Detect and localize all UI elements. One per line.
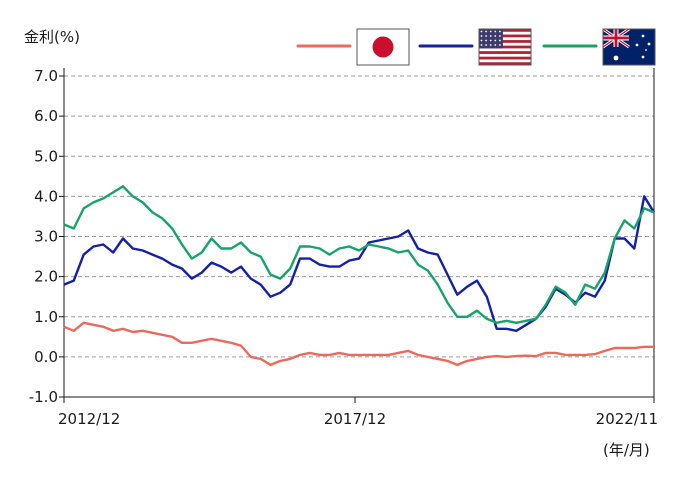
x-ticks: 2012/12 2017/12 2022/11 [58,397,658,428]
us-line [63,195,656,332]
flag-star [494,35,497,37]
flag-star [647,42,651,46]
y-tick-label: 5.0 [34,147,58,165]
flag-star [613,55,619,61]
flag-star [480,44,483,46]
flag-stripe [479,29,531,32]
flag-star [489,35,492,37]
y-axis-label: 金利(%) [24,28,80,46]
flag-star [641,55,645,59]
flag-star [480,30,483,33]
x-tick-label: 2012/12 [58,410,120,428]
australia-flag [602,27,656,66]
flag-cross-red [603,36,629,40]
flag-star [499,30,501,33]
y-tick-label: 0.0 [34,348,58,366]
legend [296,27,656,66]
flag-canton [479,29,503,49]
flag-border [478,28,532,66]
flag-star [499,44,501,46]
y-tick-label: -1.0 [29,388,58,406]
x-tick-label: 2017/12 [324,410,386,428]
flag-star [485,30,487,33]
flag-star [635,43,639,47]
y-tick-label: 7.0 [34,67,58,85]
y-ticks: 7.0 6.0 5.0 4.0 3.0 2.0 1.0 0.0 -1.0 [29,67,64,406]
flag-star [494,44,497,46]
flag-star [645,49,647,51]
flag-star [480,39,483,42]
flag-sun [372,36,394,58]
flag-star [641,34,645,38]
us-flag [478,28,532,66]
flag-star [480,35,483,37]
y-tick-label: 1.0 [34,308,58,326]
flag-star [499,35,501,37]
flag-star [489,39,492,42]
flag-star [489,30,492,33]
flag-star [485,39,487,42]
y-tick-label: 6.0 [34,107,58,125]
axes [63,68,655,398]
flag-star [494,30,497,33]
flag-star [499,39,501,42]
flag-stripe [479,62,531,65]
flag-star [485,35,487,37]
x-axis-unit: (年/月) [603,441,650,459]
flag-star [494,39,497,42]
flag-stripe [479,56,531,60]
flag-star [489,44,492,46]
japan-line [63,321,654,367]
australia-line [63,185,655,324]
flag-stripe [479,51,531,54]
y-tick-label: 3.0 [34,228,58,246]
flag-border [602,28,656,66]
y-tick-label: 4.0 [34,187,58,205]
flag-star [485,44,487,46]
y-tick-label: 2.0 [34,268,58,286]
x-tick-label: 2022/11 [596,410,658,428]
flag-stripe [479,40,531,43]
flag-stripe [479,45,531,49]
japan-flag [356,28,410,66]
flag-stripe [479,34,531,38]
series-lines [63,185,656,367]
grid [64,75,654,358]
